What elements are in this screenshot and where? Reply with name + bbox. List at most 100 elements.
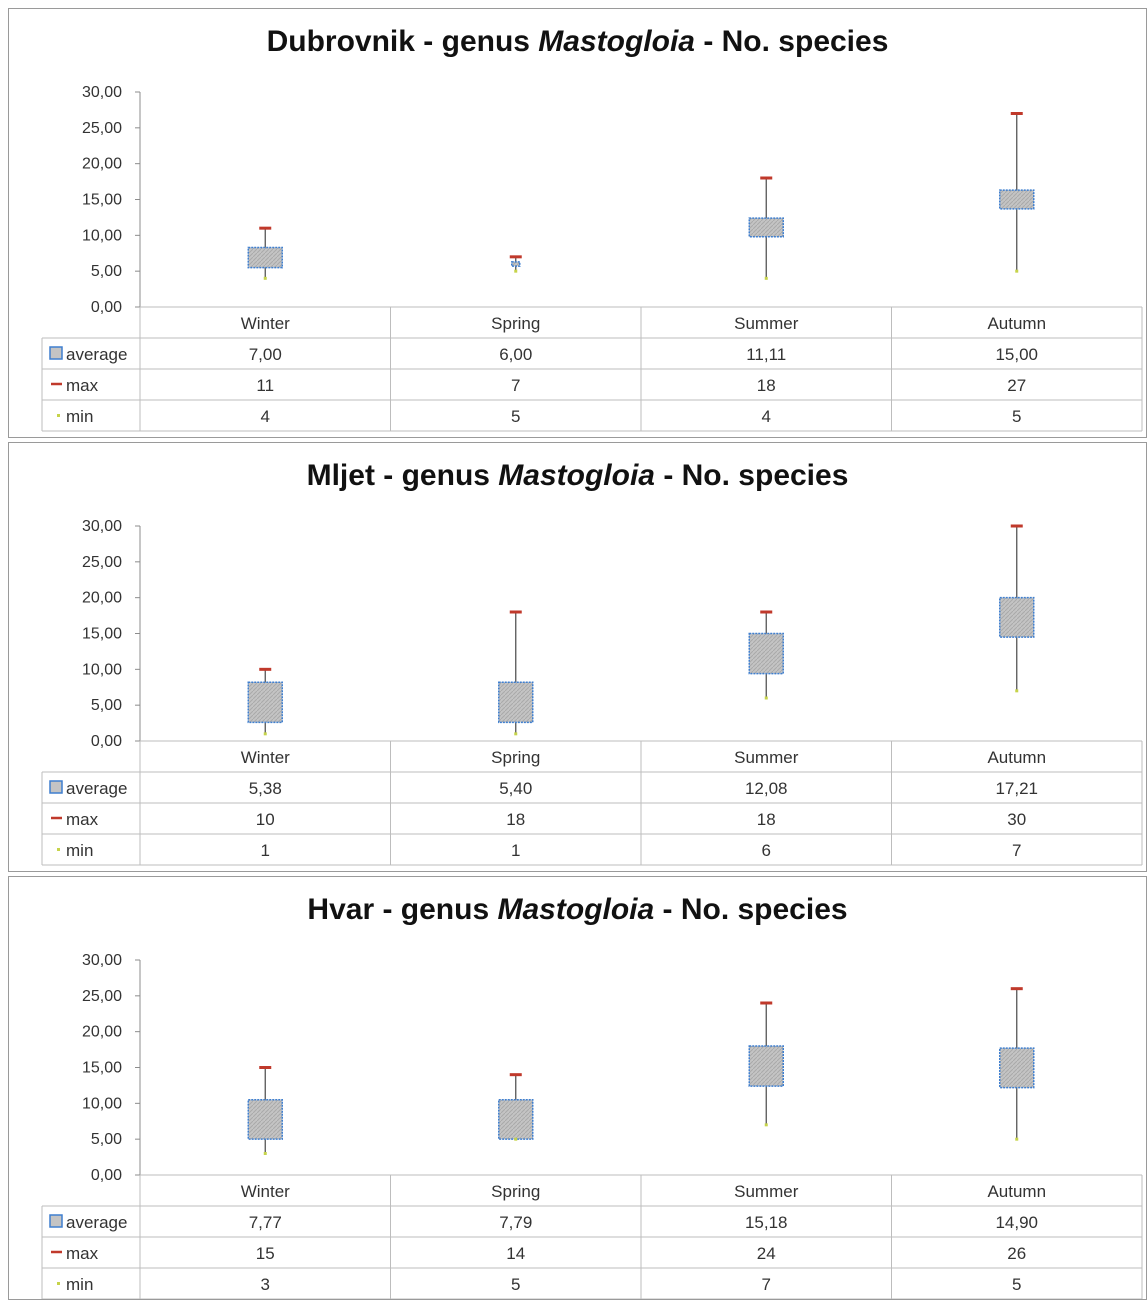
- max-value: 18: [757, 810, 776, 829]
- min-value: 4: [261, 407, 270, 426]
- y-tick-label: 20,00: [82, 156, 122, 173]
- max-value: 18: [757, 376, 776, 395]
- average-box: [247, 246, 283, 269]
- average-box: [999, 1047, 1035, 1089]
- average-box: [498, 1099, 534, 1140]
- title-prefix: Hvar - genus: [307, 893, 498, 926]
- category-label: Spring: [491, 314, 540, 333]
- y-tick-label: 10,00: [82, 1095, 122, 1112]
- legend-max-label: max: [66, 1244, 99, 1263]
- min-marker: [514, 269, 518, 273]
- max-value: 27: [1007, 376, 1026, 395]
- y-tick-label: 5,00: [91, 263, 122, 280]
- chart-title: Dubrovnik - genus Mastogloia - No. speci…: [9, 25, 1146, 59]
- y-tick-label: 15,00: [82, 192, 122, 209]
- y-tick-label: 5,00: [91, 697, 122, 714]
- legend-average-label: average: [66, 345, 127, 364]
- y-tick-label: 25,00: [82, 120, 122, 137]
- category-label: Spring: [491, 748, 540, 767]
- data-table-grid: [41, 1174, 1143, 1299]
- min-value: 7: [762, 1275, 771, 1294]
- average-value: 5,38: [249, 779, 282, 798]
- y-tick-label: 10,00: [82, 661, 122, 678]
- title-suffix: - No. species: [654, 459, 849, 492]
- legend-average-label: average: [66, 1213, 127, 1232]
- y-tick-label: 0,00: [91, 1167, 122, 1184]
- category-label: Autumn: [987, 314, 1046, 333]
- data-table-grid: [41, 306, 1143, 432]
- min-marker: [514, 732, 518, 736]
- y-tick-label: 30,00: [82, 518, 122, 535]
- average-value: 7,00: [249, 345, 282, 364]
- y-tick-label: 15,00: [82, 1060, 122, 1077]
- average-box: [247, 681, 283, 724]
- average-box: [748, 632, 784, 675]
- y-tick-label: 25,00: [82, 988, 122, 1005]
- min-marker: [263, 1152, 267, 1155]
- average-value: 6,00: [499, 345, 532, 364]
- category-label: Summer: [734, 1182, 799, 1201]
- category-label: Spring: [491, 1182, 540, 1201]
- category-label: Autumn: [987, 748, 1046, 767]
- chart-panel-hvar: Hvar - genus Mastogloia - No. species 0,…: [8, 876, 1147, 1300]
- y-tick-label: 5,00: [91, 1131, 122, 1148]
- min-value: 7: [1012, 841, 1021, 860]
- average-box: [511, 261, 521, 267]
- legend-min-label: min: [66, 841, 93, 860]
- chart-title: Hvar - genus Mastogloia - No. species: [9, 893, 1146, 927]
- title-suffix: - No. species: [654, 893, 848, 926]
- y-tick-label: 25,00: [82, 554, 122, 571]
- min-value: 1: [261, 841, 270, 860]
- average-value: 12,08: [745, 779, 788, 798]
- y-tick-label: 20,00: [82, 590, 122, 607]
- title-prefix: Mljet - genus: [306, 459, 499, 492]
- min-marker: [263, 276, 267, 280]
- average-value: 11,11: [746, 345, 786, 364]
- y-tick-label: 0,00: [91, 299, 122, 316]
- y-tick-label: 20,00: [82, 1024, 122, 1041]
- chart-title: Mljet - genus Mastogloia - No. species: [9, 459, 1146, 493]
- max-value: 24: [757, 1244, 776, 1263]
- min-marker: [1015, 689, 1019, 693]
- legend-min-swatch: [57, 414, 60, 417]
- category-label: Winter: [241, 1182, 290, 1201]
- average-box: [498, 681, 534, 724]
- average-value: 14,90: [995, 1213, 1038, 1232]
- min-value: 5: [1012, 1275, 1021, 1294]
- average-box: [999, 189, 1035, 210]
- average-box: [247, 1099, 283, 1140]
- min-marker: [764, 696, 768, 700]
- average-box: [748, 1045, 784, 1087]
- max-value: 14: [506, 1244, 525, 1263]
- chart-plot-area: 0,00 5,00 10,00 15,00 20,00 25,00 30,00 Winter 7…: [41, 84, 1143, 432]
- chart-panel-dubrovnik: Dubrovnik - genus Mastogloia - No. speci…: [8, 8, 1147, 438]
- max-value: 18: [506, 810, 525, 829]
- legend-max-label: max: [66, 810, 99, 829]
- y-tick-label: 15,00: [82, 626, 122, 643]
- average-value: 15,00: [995, 345, 1038, 364]
- legend-min-swatch: [57, 1282, 60, 1285]
- title-genus: Mastogloia: [497, 893, 655, 926]
- max-value: 10: [256, 810, 275, 829]
- category-label: Summer: [734, 314, 799, 333]
- max-value: 30: [1007, 810, 1026, 829]
- chart-plot-area: 0,00 5,00 10,00 15,00 20,00 25,00 30,00 Winter 7…: [41, 952, 1143, 1299]
- chart-plot-area: 0,00 5,00 10,00 15,00 20,00 25,00 30,00 Winter 5…: [41, 518, 1143, 866]
- min-value: 6: [762, 841, 771, 860]
- y-tick-label: 0,00: [91, 733, 122, 750]
- title-suffix: - No. species: [694, 25, 889, 58]
- y-tick-label: 30,00: [82, 952, 122, 969]
- legend-average-swatch: [49, 780, 63, 794]
- average-value: 5,40: [499, 779, 532, 798]
- category-label: Winter: [241, 748, 290, 767]
- average-value: 17,21: [995, 779, 1038, 798]
- title-prefix: Dubrovnik - genus: [266, 25, 539, 58]
- average-value: 7,77: [249, 1213, 282, 1232]
- max-value: 11: [256, 376, 274, 395]
- min-marker: [764, 276, 768, 280]
- min-marker: [1015, 269, 1019, 273]
- category-label: Autumn: [987, 1182, 1046, 1201]
- y-tick-label: 30,00: [82, 84, 122, 101]
- category-label: Winter: [241, 314, 290, 333]
- min-value: 5: [1012, 407, 1021, 426]
